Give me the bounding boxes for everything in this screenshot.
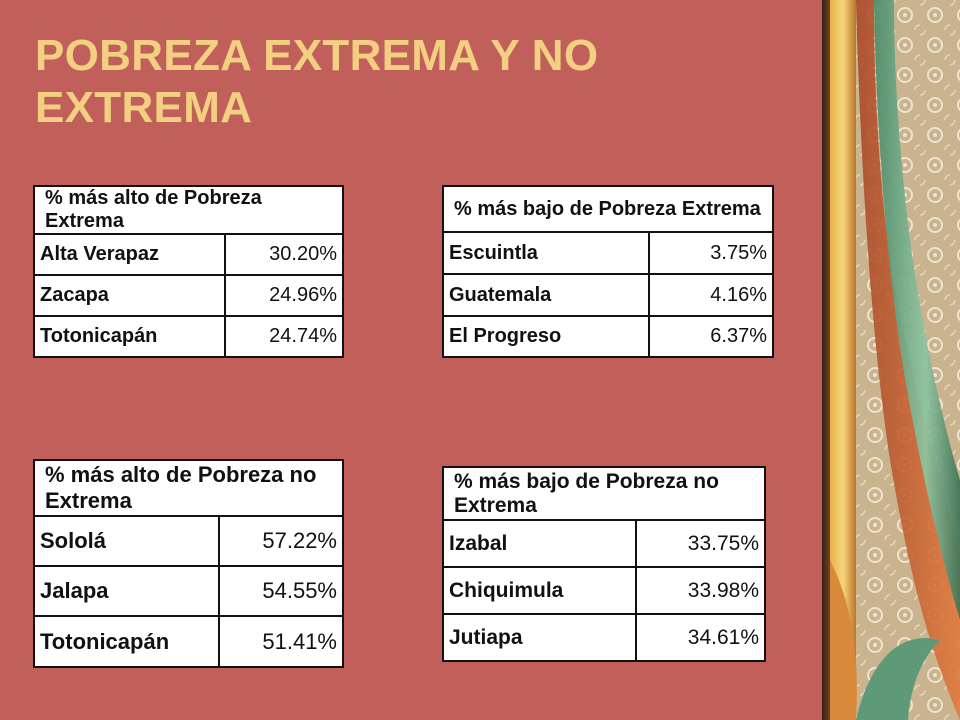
table-row: Guatemala 4.16%: [444, 275, 772, 317]
department-name: Jutiapa: [444, 615, 637, 660]
department-name: El Progreso: [444, 317, 650, 356]
table-header: % más alto de Pobreza Extrema: [35, 187, 342, 235]
percentage-value: 4.16%: [710, 283, 767, 306]
table-header: % más bajo de Pobreza no Extrema: [444, 468, 764, 521]
table-header: % más alto de Pobreza no Extrema: [35, 461, 342, 517]
percentage-value: 30.20%: [269, 243, 337, 265]
percentage-value: 33.98%: [687, 578, 759, 602]
table-row: Escuintla 3.75%: [444, 233, 772, 275]
department-name: Totonicapán: [35, 317, 226, 356]
table-row: Totonicapán 51.41%: [35, 617, 342, 666]
table-row: Zacapa 24.96%: [35, 276, 342, 317]
percentage-value: 51.41%: [262, 628, 337, 654]
percentage-value: 54.55%: [262, 578, 337, 603]
table-highest-extreme-poverty: % más alto de Pobreza Extrema Alta Verap…: [33, 185, 344, 358]
slide-title: POBREZA EXTREMA Y NO EXTREMA: [35, 31, 599, 132]
table-row: Alta Verapaz 30.20%: [35, 235, 342, 276]
table-header: % más bajo de Pobreza Extrema: [444, 187, 772, 233]
percentage-value: 57.22%: [262, 528, 337, 553]
department-name: Alta Verapaz: [35, 235, 226, 274]
percentage-value: 33.75%: [687, 531, 759, 555]
table-row: El Progreso 6.37%: [444, 317, 772, 356]
department-name: Totonicapán: [35, 617, 220, 666]
table-row: Chiquimula 33.98%: [444, 568, 764, 615]
department-name: Chiquimula: [444, 568, 637, 613]
percentage-value: 24.74%: [269, 325, 337, 347]
table-row: Jutiapa 34.61%: [444, 615, 764, 660]
slide-edge-shadow: [822, 0, 830, 720]
percentage-value: 6.37%: [710, 325, 767, 347]
table-lowest-extreme-poverty: % más bajo de Pobreza Extrema Escuintla …: [442, 185, 774, 358]
table-lowest-non-extreme-poverty: % más bajo de Pobreza no Extrema Izabal …: [442, 466, 766, 662]
table-highest-non-extreme-poverty: % más alto de Pobreza no Extrema Sololá …: [33, 459, 344, 668]
percentage-value: 34.61%: [687, 625, 759, 649]
percentage-value: 3.75%: [710, 241, 767, 264]
percentage-value: 24.96%: [269, 284, 337, 306]
department-name: Zacapa: [35, 276, 226, 315]
department-name: Guatemala: [444, 275, 650, 315]
department-name: Jalapa: [35, 567, 220, 615]
department-name: Escuintla: [444, 233, 650, 273]
department-name: Izabal: [444, 521, 637, 566]
table-row: Sololá 57.22%: [35, 517, 342, 567]
department-name: Sololá: [35, 517, 220, 565]
decorative-border: [830, 0, 960, 720]
table-row: Jalapa 54.55%: [35, 567, 342, 617]
table-row: Izabal 33.75%: [444, 521, 764, 568]
table-row: Totonicapán 24.74%: [35, 317, 342, 356]
